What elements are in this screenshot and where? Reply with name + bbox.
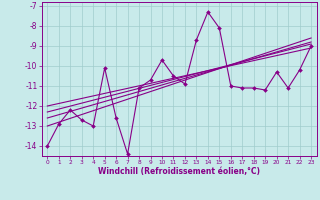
X-axis label: Windchill (Refroidissement éolien,°C): Windchill (Refroidissement éolien,°C) bbox=[98, 167, 260, 176]
